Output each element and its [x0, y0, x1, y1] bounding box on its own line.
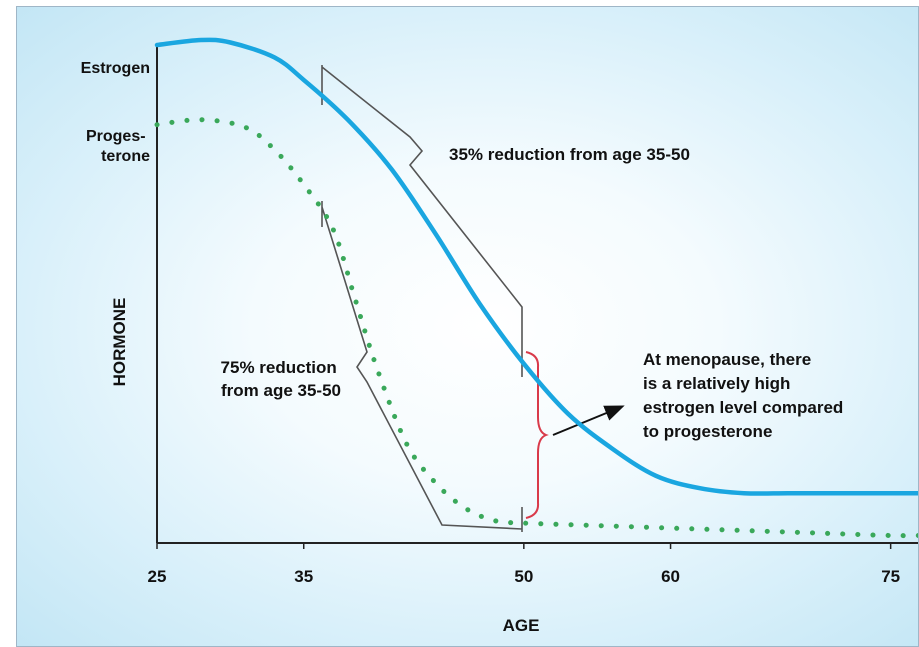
menopause-arrow	[552, 405, 625, 436]
chart-canvas: Estrogen Proges- terone 25 35 50 60 75 AGE H…	[81, 37, 918, 635]
x-tick-label-75: 75	[881, 567, 900, 586]
menopause-brace	[525, 351, 549, 519]
annotation-menopause-note: At menopause, there is a relatively high…	[643, 350, 848, 441]
series-label-progesterone: Proges- terone	[86, 128, 150, 165]
annotation-estrogen-reduction-line-1: 35% reduction from age 35-50	[449, 145, 690, 164]
annotation-menopause-line-1: At menopause, there	[643, 350, 811, 369]
annotation-progesterone-reduction-line-2: from age 35-50	[221, 381, 341, 400]
x-tick-label-25: 25	[148, 567, 167, 586]
x-tick-label-35: 35	[294, 567, 313, 586]
x-axis-title: AGE	[503, 616, 540, 635]
estrogen-reduction-bracket	[321, 65, 523, 377]
annotation-progesterone-reduction: 75% reduction from age 35-50	[221, 358, 342, 400]
annotation-menopause-line-3: estrogen level compared	[643, 398, 843, 417]
x-tick-label-60: 60	[661, 567, 680, 586]
annotation-menopause-line-2: is a relatively high	[643, 374, 790, 393]
series-label-progesterone-line-2: terone	[101, 148, 150, 165]
progesterone-reduction-bracket	[321, 201, 523, 532]
series-label-estrogen: Estrogen	[81, 60, 150, 77]
x-tick-label-50: 50	[514, 567, 533, 586]
y-axis-title: HORMONE	[110, 298, 129, 387]
series-label-progesterone-line-1: Proges-	[86, 128, 146, 145]
series-line-estrogen	[154, 37, 918, 496]
annotation-menopause-line-4: to progesterone	[643, 422, 772, 441]
annotation-estrogen-reduction: 35% reduction from age 35-50	[449, 145, 690, 164]
chart-frame: Estrogen Proges- terone 25 35 50 60 75 AGE H…	[16, 6, 919, 647]
annotation-progesterone-reduction-line-1: 75% reduction	[221, 358, 337, 377]
